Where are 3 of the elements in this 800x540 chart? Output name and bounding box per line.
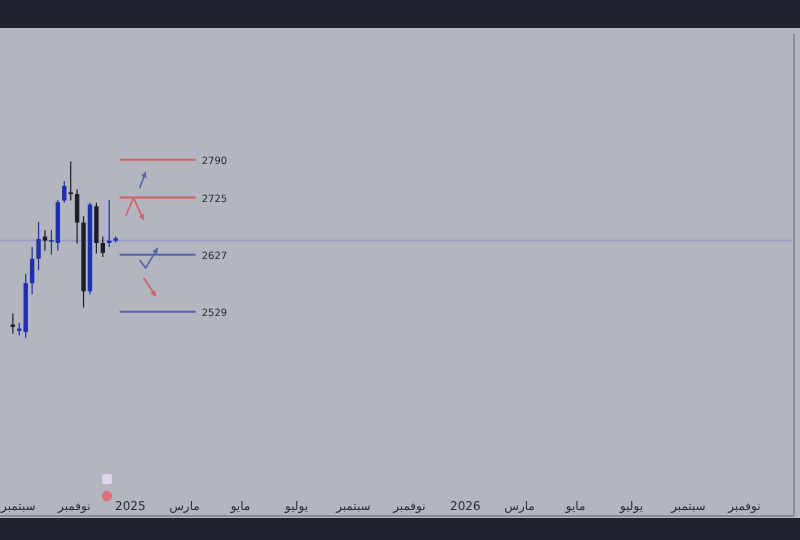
candlestick <box>10 312 16 335</box>
candlestick <box>94 202 99 255</box>
candlestick <box>55 199 61 252</box>
